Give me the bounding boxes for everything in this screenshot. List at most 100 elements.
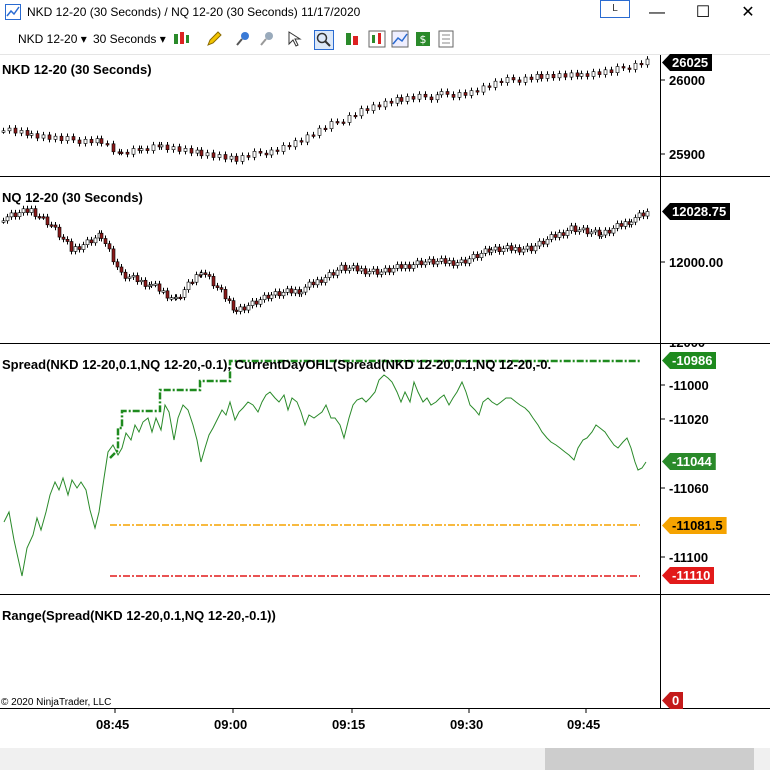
- link-button[interactable]: L: [600, 0, 630, 18]
- candle: [71, 136, 76, 141]
- candle: [13, 212, 18, 217]
- candle: [471, 254, 476, 260]
- candle: [375, 268, 380, 275]
- candle: [5, 216, 10, 222]
- candle: [29, 133, 34, 136]
- candle: [563, 73, 568, 78]
- candle: [589, 231, 594, 235]
- candle: [575, 72, 580, 77]
- candle: [287, 145, 292, 148]
- candle: [47, 134, 52, 140]
- candle: [355, 265, 360, 272]
- candle: [264, 152, 269, 156]
- candle: [157, 283, 162, 292]
- candle: [119, 151, 124, 154]
- candle: [621, 66, 626, 69]
- candle: [565, 230, 570, 236]
- candle: [645, 58, 650, 66]
- chart-app-icon: [5, 4, 21, 20]
- minimize-button[interactable]: —: [649, 4, 665, 21]
- candle: [293, 140, 298, 148]
- candle: [266, 294, 271, 299]
- candle: [475, 90, 480, 93]
- candle: [139, 279, 144, 283]
- indicators-icon[interactable]: [368, 30, 386, 48]
- candle: [81, 244, 86, 250]
- candle: [411, 264, 416, 269]
- candle: [143, 279, 148, 287]
- chart-area[interactable]: [0, 55, 770, 748]
- interval-selector[interactable]: 30 Seconds ▾: [93, 32, 166, 46]
- candle: [493, 80, 498, 88]
- instrument-selector[interactable]: NKD 12-20 ▾: [18, 32, 87, 46]
- global-pin-icon[interactable]: [258, 30, 276, 48]
- nq-axis-label: 12000.00: [669, 255, 724, 270]
- nkd-last-price-tag: 26025: [662, 54, 713, 71]
- candle: [371, 268, 376, 272]
- horizontal-scrollbar[interactable]: [0, 748, 770, 770]
- data-series-icon[interactable]: [344, 30, 362, 48]
- candle: [99, 138, 104, 144]
- candle: [467, 258, 472, 264]
- candle: [619, 223, 624, 227]
- candle: [557, 73, 562, 79]
- candle: [262, 294, 267, 301]
- pencil-draw-icon[interactable]: [205, 30, 223, 48]
- candle: [365, 108, 370, 111]
- strategies-icon[interactable]: [391, 30, 409, 48]
- candle: [443, 258, 448, 264]
- candle: [319, 279, 324, 283]
- candle: [169, 297, 174, 300]
- candle: [25, 208, 30, 213]
- candle: [327, 272, 332, 278]
- spread-axis-label: -11100: [669, 550, 709, 565]
- candle: [223, 289, 228, 300]
- candlestick-style-icon[interactable]: [172, 30, 190, 48]
- candle: [343, 264, 348, 271]
- candle: [585, 73, 590, 77]
- pointer-icon[interactable]: [286, 30, 304, 48]
- candle: [633, 217, 638, 223]
- candle: [457, 92, 462, 98]
- candle: [159, 144, 164, 148]
- candle: [417, 93, 422, 100]
- candle: [383, 267, 388, 273]
- candle: [609, 69, 614, 74]
- candle: [29, 208, 34, 213]
- pin-icon[interactable]: [234, 30, 252, 48]
- candle: [229, 155, 234, 160]
- candle: [195, 149, 200, 154]
- candle: [135, 275, 140, 283]
- zoom-icon[interactable]: [314, 30, 334, 50]
- candle: [59, 135, 64, 141]
- candle: [489, 249, 494, 253]
- candle: [403, 264, 408, 269]
- candle: [215, 285, 220, 288]
- candle: [463, 92, 468, 96]
- spread-open-tag: -11081.5: [662, 517, 727, 534]
- title-bar: NKD 12-20 (30 Seconds) / NQ 12-20 (30 Se…: [0, 0, 770, 26]
- candle: [459, 259, 464, 263]
- spread-axis-label: -11020: [669, 412, 709, 427]
- candle: [73, 246, 78, 252]
- candle: [273, 291, 278, 296]
- candle: [585, 227, 590, 235]
- candle: [463, 259, 468, 264]
- properties-icon[interactable]: [437, 30, 455, 48]
- candle: [607, 229, 612, 234]
- close-button[interactable]: ✕: [741, 4, 755, 21]
- candle: [93, 237, 98, 244]
- dollar-icon[interactable]: $: [414, 30, 432, 48]
- candle: [603, 69, 608, 75]
- candle: [69, 241, 74, 252]
- candle: [367, 271, 372, 275]
- nq-panel-title: NQ 12-20 (30 Seconds): [2, 190, 143, 205]
- scrollbar-thumb[interactable]: [545, 748, 754, 770]
- maximize-button[interactable]: ☐: [695, 4, 711, 21]
- candle: [645, 211, 650, 217]
- candle: [633, 62, 638, 70]
- spread-low-tag: -11110: [662, 567, 715, 584]
- candle: [115, 261, 120, 268]
- candle: [234, 155, 239, 162]
- candle: [131, 275, 136, 278]
